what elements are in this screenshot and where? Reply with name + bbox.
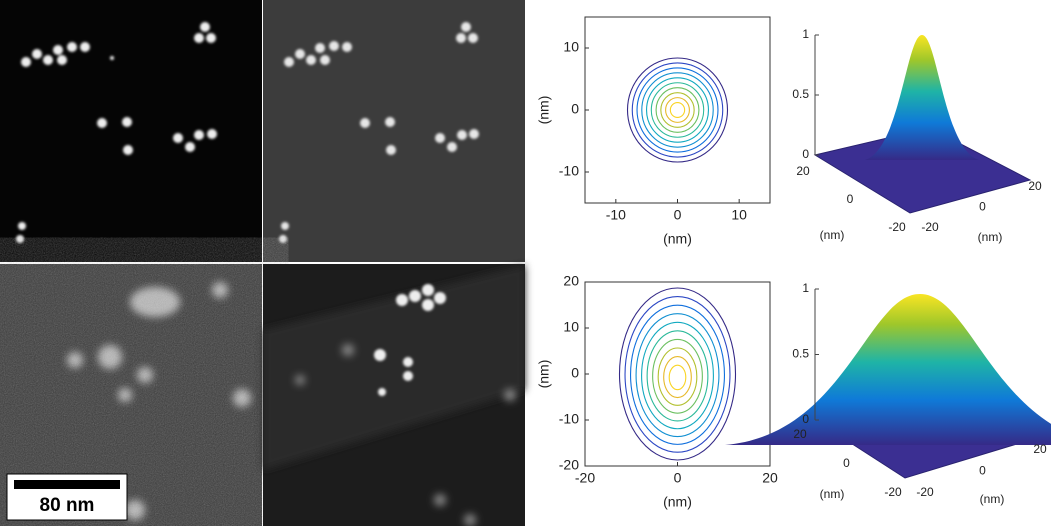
surface-peak (864, 35, 980, 160)
micrograph-bottom-left: 80 nm (0, 264, 262, 526)
contour-line (657, 347, 698, 406)
x-tick-label: 0 (674, 470, 682, 486)
xticks-label: 0 (847, 192, 854, 206)
surface-peak (725, 294, 1051, 445)
contour-line (652, 338, 703, 414)
contour-line (631, 62, 724, 158)
z-tick-label: 0.5 (792, 87, 809, 101)
axes-box (584, 281, 771, 467)
yticks-label: 20 (1033, 442, 1047, 456)
y-axis-label: (nm) (536, 360, 552, 389)
x-axis-label: (nm) (663, 494, 692, 510)
y-axis-label: (nm) (980, 492, 1005, 506)
y-axis-label: (nm) (536, 96, 552, 125)
contour-line (645, 77, 710, 143)
xticks-label: 0 (843, 456, 850, 470)
axes-box (584, 16, 771, 204)
contour-line (629, 304, 726, 445)
contour-line (668, 364, 687, 391)
x-tick-label: -10 (606, 207, 626, 223)
y-tick-label: 0 (571, 365, 579, 381)
contour-line (655, 87, 700, 133)
contour-line (660, 92, 695, 128)
xticks-label: 20 (793, 427, 807, 441)
x-tick-label: 20 (762, 470, 778, 486)
contour-line (650, 82, 705, 138)
contour-line (618, 287, 737, 461)
x-axis-label: (nm) (663, 231, 692, 247)
x-tick-label: 0 (674, 207, 682, 223)
xticks-label: 20 (796, 164, 810, 178)
z-tick-label: 0 (802, 147, 809, 161)
y-tick-label: -10 (559, 411, 579, 427)
z-tick-label: 0.5 (792, 347, 809, 361)
yticks-label: 0 (979, 464, 986, 478)
contour-line (641, 321, 714, 430)
contour-line (636, 67, 719, 153)
contour-line (646, 330, 709, 422)
z-tick-label: 1 (802, 281, 809, 295)
x-axis-label: (nm) (820, 228, 845, 242)
contour-line (665, 97, 690, 123)
y-tick-label: 20 (563, 273, 579, 289)
x-tick-label: -20 (575, 470, 595, 486)
contour-line (624, 296, 731, 453)
z-tick-label: 0 (802, 412, 809, 426)
yticks-label: -20 (921, 220, 939, 234)
y-axis-label: (nm) (978, 230, 1003, 244)
contour-line (635, 313, 720, 438)
y-tick-label: 10 (563, 319, 579, 335)
yticks-label: 0 (979, 200, 986, 214)
x-axis-label: (nm) (820, 487, 845, 501)
micrograph-top-left (0, 0, 262, 262)
yticks-label: -20 (916, 485, 934, 499)
xticks-label: -20 (888, 220, 906, 234)
x-tick-label: 10 (731, 207, 747, 223)
micrograph-top-right (263, 0, 525, 262)
contour-line (626, 57, 729, 163)
y-tick-label: 0 (571, 101, 579, 117)
micrograph-bottom-right (263, 264, 525, 526)
contour-line (669, 102, 686, 118)
xticks-label: -20 (884, 485, 902, 499)
scale-bar-label: 80 nm (40, 495, 95, 516)
contour-line (641, 72, 714, 148)
y-tick-label: -10 (559, 163, 579, 179)
y-tick-label: 10 (563, 39, 579, 55)
yticks-label: 20 (1028, 179, 1042, 193)
contour-plots: -10 0 10 -10 0 10 (nm) (nm) -20 0 20 -20 -10 0 10 20 (nm… (536, 16, 778, 510)
z-tick-label: 1 (802, 27, 809, 41)
contour-line (663, 356, 692, 399)
y-tick-label: -20 (559, 457, 579, 473)
